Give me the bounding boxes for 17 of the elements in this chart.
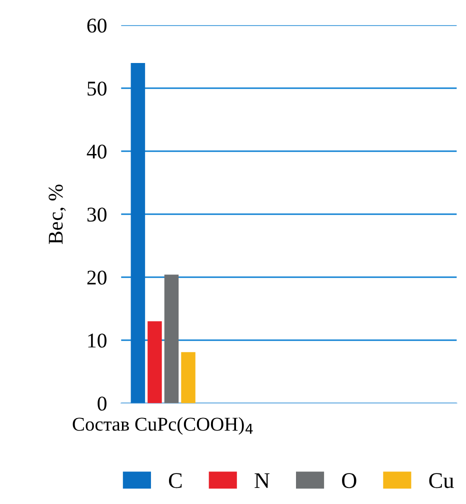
- y-tick-label: 20: [87, 270, 106, 285]
- y-axis-title: Вес, %: [48, 184, 66, 244]
- y-tick-label: 30: [87, 208, 106, 222]
- bar: [164, 274, 179, 404]
- legend-label: C: [168, 473, 182, 488]
- y-tick-label: 10: [88, 334, 106, 348]
- legend-label: Cu: [429, 473, 454, 488]
- bar: [130, 63, 146, 404]
- y-tick-label: 40: [86, 144, 106, 159]
- bar: [148, 321, 162, 404]
- x-tick-label: Состав CuPc(COOH)$_{4}$: [72, 417, 253, 435]
- legend-label: N: [254, 473, 270, 488]
- y-tick-label: 0: [98, 396, 106, 411]
- bar: [181, 352, 196, 404]
- y-tick-label: 50: [88, 82, 106, 96]
- legend-label: O: [342, 473, 356, 488]
- y-tick-label: 60: [87, 18, 106, 33]
